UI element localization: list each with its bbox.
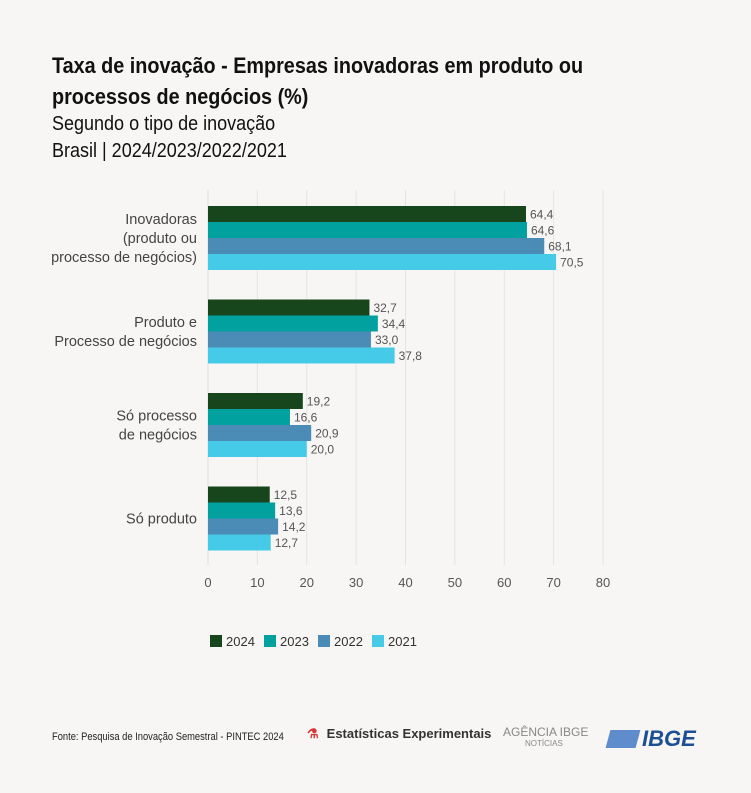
x-tick-label: 60 xyxy=(497,575,511,590)
legend-label: 2022 xyxy=(334,634,363,649)
x-tick-label: 40 xyxy=(398,575,412,590)
bar-2024 xyxy=(208,299,370,316)
agencia-ibge-logo: AGÊNCIA IBGE NOTÍCIAS xyxy=(503,725,589,749)
legend-label: 2021 xyxy=(388,634,417,649)
bar-2023 xyxy=(208,502,276,519)
bar-2021 xyxy=(208,347,395,364)
x-tick-label: 80 xyxy=(596,575,610,590)
legend-swatch-2022 xyxy=(318,635,330,647)
x-tick-label: 70 xyxy=(546,575,560,590)
logo-subtext: NOTÍCIAS xyxy=(525,739,563,748)
x-tick-label: 20 xyxy=(300,575,314,590)
data-label: 12,7 xyxy=(275,536,299,550)
logo-text: Estatísticas Experimentais xyxy=(326,726,492,741)
bar-2024 xyxy=(208,206,526,222)
x-tick-label: 10 xyxy=(250,575,264,590)
category-label: Só produto xyxy=(126,512,197,528)
data-label: 13,6 xyxy=(279,504,303,518)
chart-title: Taxa de inovação - Empresas inovadoras e… xyxy=(52,53,584,109)
bar-2023 xyxy=(208,222,527,238)
logo-text: AGÊNCIA IBGE xyxy=(503,725,589,739)
bar-2022 xyxy=(208,238,545,254)
data-label: 12,5 xyxy=(274,488,298,502)
bar-2024 xyxy=(208,486,270,503)
source-note: Fonte: Pesquisa de Inovação Semestral - … xyxy=(52,731,284,743)
legend-swatch-2023 xyxy=(264,635,276,647)
data-label: 64,4 xyxy=(530,208,554,222)
legend-swatch-2021 xyxy=(372,635,384,647)
ibge-logo: IBGE xyxy=(605,726,696,752)
bar-2022 xyxy=(208,518,279,535)
bar-2023 xyxy=(208,315,378,332)
category-label: Processo de negócios xyxy=(54,334,197,350)
bar-2023 xyxy=(208,409,290,425)
data-label: 19,2 xyxy=(307,395,331,409)
bar-2021 xyxy=(208,441,307,457)
category-label: Só processo xyxy=(116,409,197,425)
data-label: 37,8 xyxy=(399,349,423,363)
ibge-mark-icon xyxy=(605,730,641,748)
data-label: 68,1 xyxy=(548,240,572,254)
data-label: 64,6 xyxy=(531,224,555,238)
category-label: (produto ou xyxy=(123,231,197,247)
data-label: 20,0 xyxy=(311,443,335,457)
estatisticas-experimentais-logo: ⚗ Estatísticas Experimentais xyxy=(307,726,491,742)
data-label: 34,4 xyxy=(382,317,406,331)
bar-2021 xyxy=(208,254,557,270)
legend-label: 2023 xyxy=(280,634,309,649)
bar-2022 xyxy=(208,425,312,441)
category-label: Produto e xyxy=(134,315,197,331)
category-label: de negócios xyxy=(119,428,197,444)
data-label: 70,5 xyxy=(560,256,584,270)
flask-icon: ⚗ xyxy=(307,726,319,741)
data-label: 33,0 xyxy=(375,333,399,347)
bar-2021 xyxy=(208,534,271,551)
legend-swatch-2024 xyxy=(210,635,222,647)
chart-subtitle-region: Brasil | 2024/2023/2022/2021 xyxy=(52,140,287,162)
x-tick-label: 0 xyxy=(204,575,211,590)
x-tick-label: 30 xyxy=(349,575,363,590)
chart-subtitle: Segundo o tipo de inovação xyxy=(52,113,276,135)
category-label: processo de negócios) xyxy=(51,250,197,266)
legend-label: 2024 xyxy=(226,634,255,649)
bar-chart: 0 10 20 30 40 50 60 70 80 Inovadoras (produto ou pr… xyxy=(51,190,610,649)
bar-2022 xyxy=(208,331,371,348)
x-tick-label: 50 xyxy=(448,575,462,590)
category-label: Inovadoras xyxy=(125,212,197,228)
data-label: 16,6 xyxy=(294,411,318,425)
bar-2024 xyxy=(208,393,303,409)
logo-text: IBGE xyxy=(642,726,696,751)
data-label: 20,9 xyxy=(315,427,339,441)
data-label: 14,2 xyxy=(282,520,306,534)
data-label: 32,7 xyxy=(373,301,397,315)
